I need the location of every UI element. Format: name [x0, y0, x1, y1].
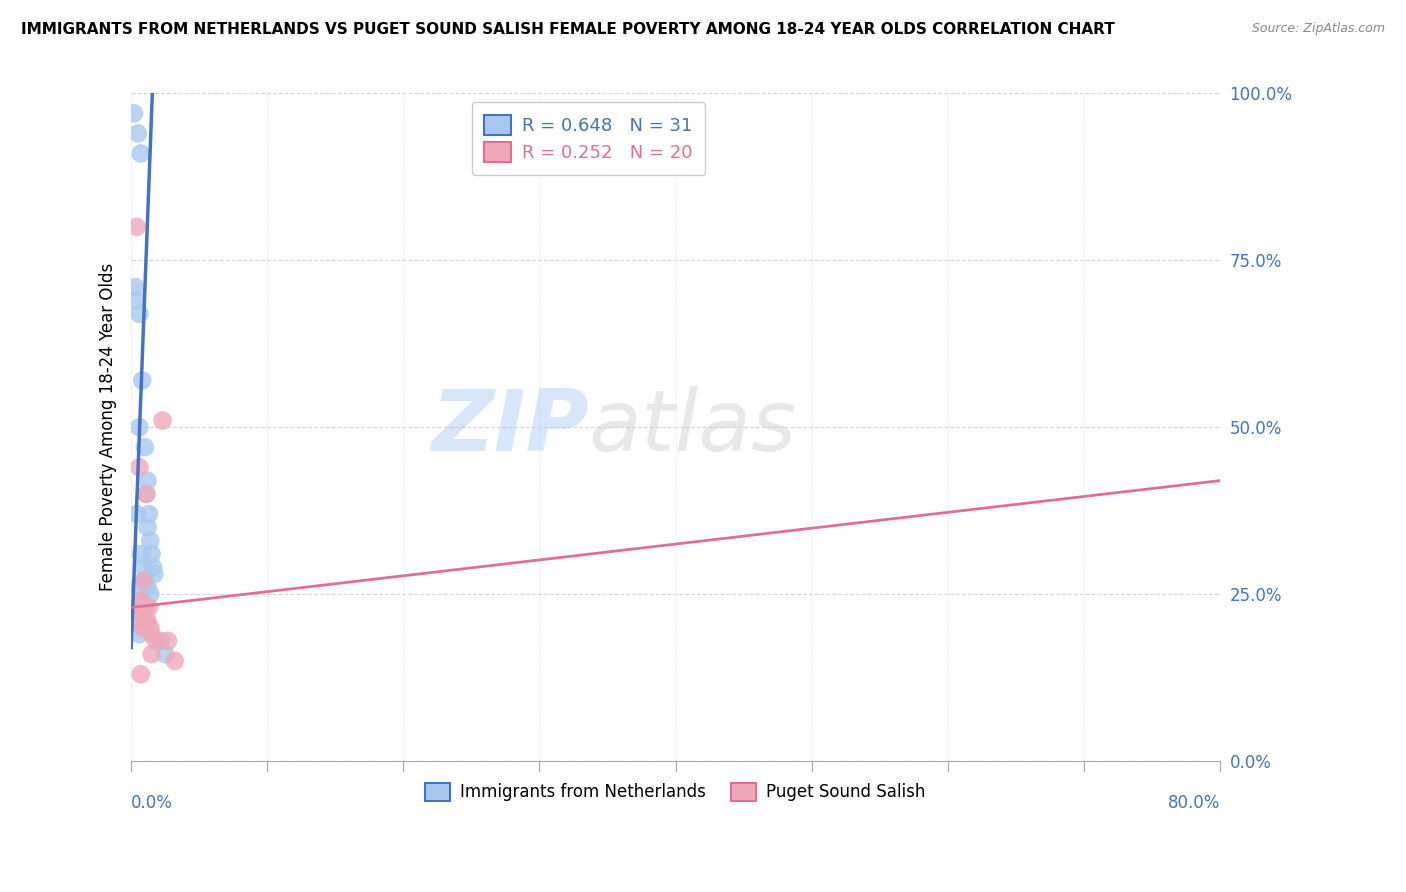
Point: [135, 600, 157, 615]
Point: [132, 574, 155, 588]
Text: IMMIGRANTS FROM NETHERLANDS VS PUGET SOUND SALISH FEMALE POVERTY AMONG 18-24 YEA: IMMIGRANTS FROM NETHERLANDS VS PUGET SOU…: [21, 22, 1115, 37]
Point: [132, 560, 155, 574]
Point: [132, 600, 155, 615]
Point: [129, 547, 152, 561]
Point: [134, 574, 156, 588]
Point: [128, 627, 150, 641]
Point: [136, 581, 159, 595]
Point: [135, 600, 157, 615]
Text: 0.0%: 0.0%: [131, 795, 173, 813]
Point: [145, 633, 167, 648]
Point: [122, 106, 145, 120]
Text: atlas: atlas: [589, 385, 796, 468]
Point: [125, 219, 148, 234]
Point: [127, 607, 149, 622]
Point: [141, 627, 163, 641]
Point: [139, 621, 162, 635]
Point: [129, 146, 152, 161]
Point: [127, 581, 149, 595]
Point: [131, 594, 153, 608]
Point: [134, 574, 156, 588]
Legend: Immigrants from Netherlands, Puget Sound Salish: Immigrants from Netherlands, Puget Sound…: [413, 771, 938, 813]
Point: [134, 440, 156, 454]
Point: [125, 507, 148, 521]
Text: 80.0%: 80.0%: [1167, 795, 1220, 813]
Text: Source: ZipAtlas.com: Source: ZipAtlas.com: [1251, 22, 1385, 36]
Point: [139, 587, 162, 601]
Point: [128, 420, 150, 434]
Point: [155, 647, 177, 661]
Y-axis label: Female Poverty Among 18-24 Year Olds: Female Poverty Among 18-24 Year Olds: [100, 263, 117, 591]
Point: [136, 614, 159, 628]
Point: [129, 594, 152, 608]
Point: [124, 280, 146, 294]
Point: [131, 621, 153, 635]
Point: [141, 547, 163, 561]
Point: [163, 654, 186, 668]
Point: [134, 614, 156, 628]
Point: [128, 307, 150, 321]
Point: [136, 520, 159, 534]
Point: [139, 533, 162, 548]
Point: [136, 474, 159, 488]
Point: [127, 127, 149, 141]
Point: [141, 647, 163, 661]
Point: [138, 600, 160, 615]
Point: [143, 567, 166, 582]
Text: ZIP: ZIP: [430, 385, 589, 468]
Point: [131, 374, 153, 388]
Point: [135, 487, 157, 501]
Point: [135, 487, 157, 501]
Point: [128, 460, 150, 475]
Point: [150, 633, 173, 648]
Point: [124, 614, 146, 628]
Point: [152, 413, 174, 427]
Point: [129, 667, 152, 681]
Point: [142, 560, 165, 574]
Point: [125, 293, 148, 308]
Point: [156, 633, 179, 648]
Point: [138, 507, 160, 521]
